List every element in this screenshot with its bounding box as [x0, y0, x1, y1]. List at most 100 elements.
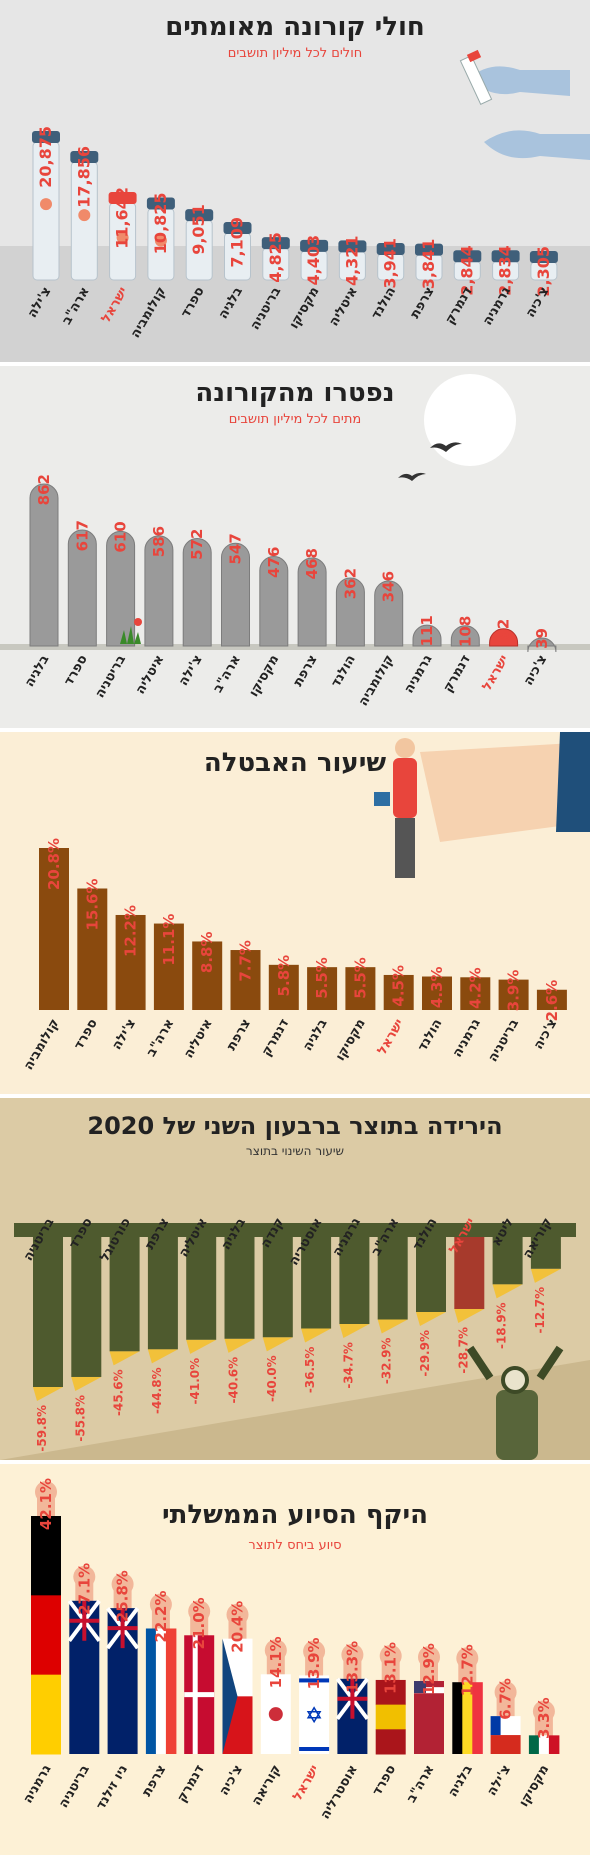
- virus-icon: [116, 231, 129, 244]
- bar: [422, 976, 452, 1010]
- category-label: קולומביה: [356, 653, 397, 709]
- data-label: 92: [495, 619, 513, 640]
- gdp-panel: -59.8% בריטניה -55.8% ספרד -45.6% פורטוגל -44.…: [0, 1098, 590, 1460]
- category-label: דנמרק: [441, 652, 474, 695]
- bar-tip: [530, 1268, 561, 1283]
- bar: [538, 1735, 550, 1754]
- bar: [548, 1735, 560, 1754]
- data-label: 20.4%: [229, 1601, 247, 1653]
- data-label: 610: [112, 521, 130, 552]
- gdp-chart: -59.8%בריטניה-55.8%ספרד-45.6%פורטוגל-44.…: [0, 1215, 590, 1460]
- data-label: 13.9%: [305, 1637, 323, 1689]
- category-label: ניו זילנד: [94, 1763, 132, 1813]
- bar: [147, 1237, 178, 1350]
- data-label: -40.0%: [265, 1355, 279, 1402]
- hand-icon: [494, 1681, 517, 1704]
- bar: [165, 1628, 177, 1754]
- category-label: ספרד: [370, 1762, 400, 1798]
- bar-cap: [108, 192, 137, 205]
- data-label: -41.0%: [188, 1358, 202, 1405]
- briefcase-icon: [374, 792, 390, 806]
- data-label: 12.7%: [458, 1644, 476, 1696]
- ground: [0, 246, 590, 362]
- bar: [39, 848, 69, 1010]
- flag-canton: [490, 1716, 501, 1736]
- gdp-title: הירידה בתוצר ברבעון השני של 2020: [87, 1112, 503, 1140]
- category-label: ארה"ב: [404, 1763, 437, 1806]
- hand-icon: [111, 1573, 134, 1596]
- flag-stripe: [414, 1717, 444, 1724]
- bar: [528, 1735, 540, 1754]
- deaths-panel: 862 בלגיה 617 ספרד 610 בריטניה 586 איטליה 572 צ'י…: [0, 366, 590, 728]
- bar: [67, 529, 97, 647]
- data-label: 2,834: [496, 245, 515, 296]
- data-label: -29.9%: [418, 1330, 432, 1377]
- bar: [145, 1628, 157, 1754]
- bar: [383, 974, 414, 1010]
- bar: [301, 1237, 332, 1329]
- bar-tip: [416, 1312, 446, 1326]
- bar: [377, 1237, 408, 1320]
- bar-cap: [453, 250, 482, 263]
- category-label: קוריאה: [249, 1763, 284, 1809]
- flag-triangle: [222, 1638, 238, 1754]
- data-label: 2.6%: [543, 980, 561, 1022]
- bar: [106, 530, 136, 647]
- data-label: 2,305: [534, 246, 553, 297]
- data-label: 42.1%: [37, 1478, 55, 1530]
- gdp-subtitle: שיעור השינוי בתוצר: [245, 1144, 345, 1158]
- category-label: גרמניה: [402, 652, 436, 696]
- data-label: -59.8%: [35, 1405, 49, 1452]
- bar: [472, 1682, 483, 1754]
- bird-icon: [430, 442, 462, 452]
- bar-tip: [224, 1338, 255, 1353]
- data-label: 13.1%: [382, 1642, 400, 1694]
- hand-icon: [188, 1600, 211, 1623]
- ground: [0, 1360, 590, 1460]
- hand-icon: [73, 1565, 96, 1588]
- bar-tip: [492, 1284, 523, 1299]
- flag-canton: [414, 1681, 426, 1694]
- deaths-chart: 862 בלגיה 617 ספרד 610 בריטניה 586 איטליה 572 צ'י…: [0, 374, 590, 709]
- cases-chart: 20,875צ'ילה17,856ארה"ב11,642ישראל10,825ק…: [0, 49, 590, 362]
- category-label: צ'ילה: [485, 1763, 515, 1799]
- hand-icon: [420, 742, 590, 842]
- category-label: ישראל: [290, 1763, 322, 1804]
- flag-cross: [107, 1608, 138, 1649]
- data-label: 25.8%: [114, 1570, 132, 1622]
- category-label: גרמניה: [21, 1762, 55, 1806]
- category-label: ארה"ב: [211, 653, 244, 696]
- category-label: דנמרק: [259, 1016, 292, 1059]
- cases-subtitle: חולים לכל מיליון תושבים: [227, 46, 363, 61]
- category-label: צ'ילה: [110, 1017, 140, 1053]
- category-label: בריטניה: [56, 1762, 93, 1810]
- hand-icon: [456, 1647, 479, 1670]
- data-label: 3,841: [419, 239, 438, 290]
- crane-hook-icon: [501, 1366, 529, 1394]
- data-label: 21.0%: [190, 1597, 208, 1649]
- bar-tip: [377, 1319, 408, 1334]
- hand-icon: [226, 1603, 249, 1626]
- bar: [186, 1237, 217, 1340]
- data-label: 39: [533, 628, 551, 649]
- bar: [31, 1595, 61, 1676]
- bar-cap: [491, 250, 520, 263]
- bar: [530, 1237, 561, 1269]
- data-label: 11.1%: [160, 914, 178, 966]
- data-label: 7.7%: [237, 940, 255, 982]
- bar: [452, 1682, 463, 1754]
- bar: [375, 1729, 406, 1755]
- data-label: -40.6%: [227, 1357, 241, 1404]
- hand-icon: [35, 1481, 57, 1503]
- data-label: 4.3%: [428, 967, 446, 1009]
- category-label: מקסיקו: [517, 1763, 553, 1810]
- gdp-axis: [14, 1223, 576, 1237]
- data-label: -44.8%: [150, 1367, 164, 1414]
- bar: [307, 967, 338, 1010]
- bar: [268, 964, 299, 1010]
- bar: [375, 1704, 406, 1730]
- bar: [450, 625, 480, 647]
- data-label: 5.5%: [313, 957, 331, 999]
- deaths-title: נפטרו מהקורונה: [195, 378, 395, 408]
- hand-icon: [418, 1646, 440, 1669]
